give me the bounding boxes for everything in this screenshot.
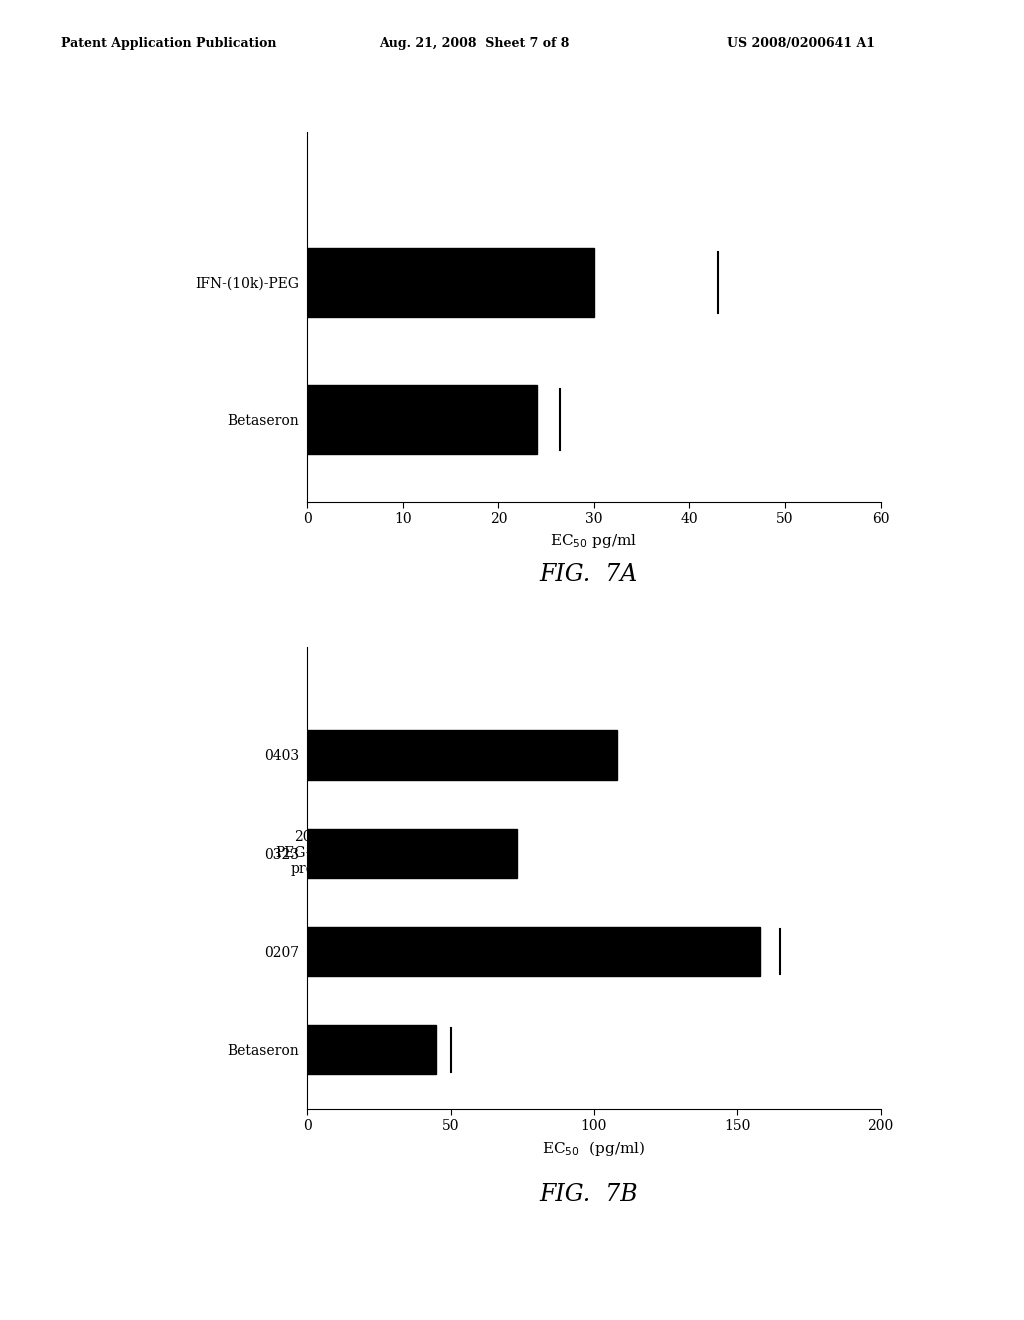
- Text: 20k
PEG-IFN
prep: 20k PEG-IFN prep: [275, 830, 338, 876]
- Bar: [307, 829, 516, 878]
- Text: FIG.  7B: FIG. 7B: [540, 1183, 638, 1206]
- Bar: [307, 385, 537, 454]
- X-axis label: EC$_{50}$  (pg/ml): EC$_{50}$ (pg/ml): [543, 1139, 645, 1158]
- Bar: [307, 927, 760, 975]
- Text: FIG.  7A: FIG. 7A: [540, 562, 638, 586]
- Bar: [307, 730, 616, 780]
- X-axis label: EC$_{50}$ pg/ml: EC$_{50}$ pg/ml: [550, 532, 638, 549]
- Text: Patent Application Publication: Patent Application Publication: [61, 37, 276, 50]
- Bar: [307, 248, 594, 317]
- Bar: [307, 1026, 436, 1074]
- Text: US 2008/0200641 A1: US 2008/0200641 A1: [727, 37, 876, 50]
- Text: Aug. 21, 2008  Sheet 7 of 8: Aug. 21, 2008 Sheet 7 of 8: [379, 37, 569, 50]
